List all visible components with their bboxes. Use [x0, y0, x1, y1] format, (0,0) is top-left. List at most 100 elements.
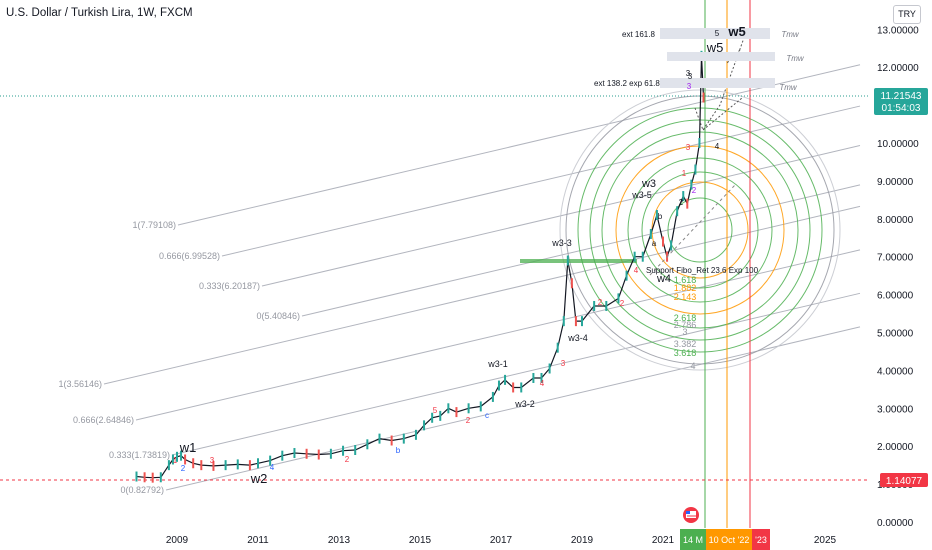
wave-label: w2 — [250, 471, 268, 486]
fib-circle-label: 3 — [682, 327, 687, 337]
price-axis: 13.0000012.0000011.0000010.000009.000008… — [870, 0, 932, 550]
price-tick-label: 7.00000 — [877, 253, 914, 264]
time-tick-label: 2013 — [328, 535, 351, 546]
fib-circle-label: 1.618 — [674, 275, 697, 285]
support-price-label: 1.14077 — [886, 476, 923, 487]
box-5-label: 5 — [715, 29, 720, 38]
wave-count-label: 5 — [433, 406, 438, 415]
time-tick-label: 2017 — [490, 535, 513, 546]
wave-count-label: b — [396, 446, 401, 455]
tmw-label: Tmw — [781, 30, 800, 39]
fib-channel-line — [177, 64, 861, 226]
wave-count-label: 2 — [692, 186, 697, 195]
wave-count-label: 3 — [686, 143, 691, 152]
w5-box — [667, 52, 775, 61]
wave-label: w3 — [641, 178, 656, 190]
wave-label: w3-1 — [487, 359, 508, 369]
price-tick-label: 3.00000 — [877, 404, 914, 415]
flag-icon — [683, 507, 699, 523]
fib-channel-label: 0(0.82792) — [120, 485, 164, 495]
time-axis-bg — [0, 528, 870, 550]
wave-label: w3-3 — [551, 238, 572, 248]
price-tick-label: 2.00000 — [877, 442, 914, 453]
marker-red-label: '23 — [755, 535, 767, 545]
last-price-badge — [874, 88, 928, 115]
wave-label: w1 — [179, 440, 197, 455]
wave-label: w3-2 — [514, 399, 535, 409]
wave-count-label: b — [658, 212, 663, 221]
marker-green-label: 14 M — [683, 535, 703, 545]
wave-count-label: 4 — [540, 379, 545, 388]
time-tick-label: 2011 — [247, 535, 269, 546]
wave-count-label: 3 — [686, 69, 691, 78]
time-tick-label: 2025 — [814, 535, 837, 546]
ext-161-box — [660, 28, 770, 39]
price-tick-label: 9.00000 — [877, 177, 914, 188]
chart-title: U.S. Dollar / Turkish Lira, 1W, FXCM — [6, 7, 193, 19]
fib-channel-label: 0.333(1.73819) — [109, 450, 170, 460]
marker-red-badge — [752, 529, 770, 550]
time-tick-label: 2015 — [409, 535, 432, 546]
wave-count-label: 4 — [715, 142, 720, 151]
wave-count-label: a — [652, 239, 657, 248]
annotations: w1w2w3-1w3-2w3-3w3-4w3-5w3w4w512342b52c4… — [173, 24, 805, 486]
fib-circle-label: 1.882 — [674, 283, 697, 293]
wave-count-label: 2 — [620, 299, 625, 308]
price-tick-label: 8.00000 — [877, 215, 914, 226]
wave-label: w3-5 — [631, 190, 652, 200]
countdown-label: 01:54:03 — [882, 103, 921, 114]
wave-count-label: 2 — [345, 455, 350, 464]
price-tick-label: 0.00000 — [877, 518, 914, 529]
price-tick-label: 4.00000 — [877, 366, 914, 377]
ext-1618-annotation: ext 161.8 — [622, 30, 655, 39]
wave-count-label: c — [485, 411, 489, 420]
target-boxes — [660, 28, 775, 88]
last-price-label: 11.21543 — [881, 91, 922, 102]
currency-button[interactable]: TRY — [893, 5, 921, 24]
fib-channel-label: 0(5.40846) — [256, 311, 300, 321]
fib-circle — [641, 171, 759, 289]
wave-count-label: 4 — [270, 463, 275, 472]
ext-138-box — [660, 78, 775, 88]
fib-circle — [559, 89, 841, 371]
fib-circle-label: 4 — [690, 361, 695, 371]
fib-circle-label: 3.618 — [674, 348, 697, 358]
fib-channel-line — [171, 292, 861, 456]
wave-count-label: 2 — [466, 416, 471, 425]
marker-orange-badge — [706, 529, 752, 550]
price-tick-label: 6.00000 — [877, 291, 914, 302]
support-price-badge — [880, 473, 928, 487]
time-axis: 2009 2011 2013 2015 2017 2019 2021 2025 14 M 10… — [0, 528, 870, 550]
fib-channel-line — [221, 105, 861, 257]
fib-circle — [627, 157, 773, 303]
fib-circle-label: 3.382 — [674, 339, 697, 349]
support-annotation: Support Fibo_Ret 23.6 Exp 100 — [646, 266, 759, 275]
wave-label: w3-4 — [567, 333, 588, 343]
w5-top-label: w5 — [727, 24, 745, 39]
wave-count-label: 3 — [687, 82, 692, 91]
price-tick-label: 10.00000 — [877, 139, 919, 150]
fib-circle-label: 2.143 — [674, 292, 697, 302]
wave-count-label: 2 — [181, 464, 186, 473]
box-3-label: 3 — [688, 72, 693, 81]
time-tick-label: 2009 — [166, 535, 189, 546]
fib-circle-label: 2.618 — [674, 313, 697, 323]
fib-circle — [667, 197, 733, 263]
fib-channel-label: 0.666(2.64846) — [73, 415, 134, 425]
fib-channel-line — [165, 326, 861, 491]
wave-count-label: 1 — [173, 456, 178, 465]
price-tick-label: 5.00000 — [877, 329, 914, 340]
support-zone — [520, 259, 637, 263]
price-tick-label: 13.00000 — [877, 25, 919, 36]
fib-channel-label: 0.333(6.20187) — [199, 281, 260, 291]
fib-channel-line — [301, 184, 861, 317]
fib-channel-line — [103, 205, 861, 385]
time-tick-label: 2019 — [571, 535, 594, 546]
wave-count-label: 1 — [682, 169, 687, 178]
fib-channel-label: 0.666(6.99528) — [159, 251, 220, 261]
fib-channel-line — [135, 249, 861, 421]
wave-count-label: 4 — [634, 266, 639, 275]
price-axis-bg — [870, 0, 932, 550]
